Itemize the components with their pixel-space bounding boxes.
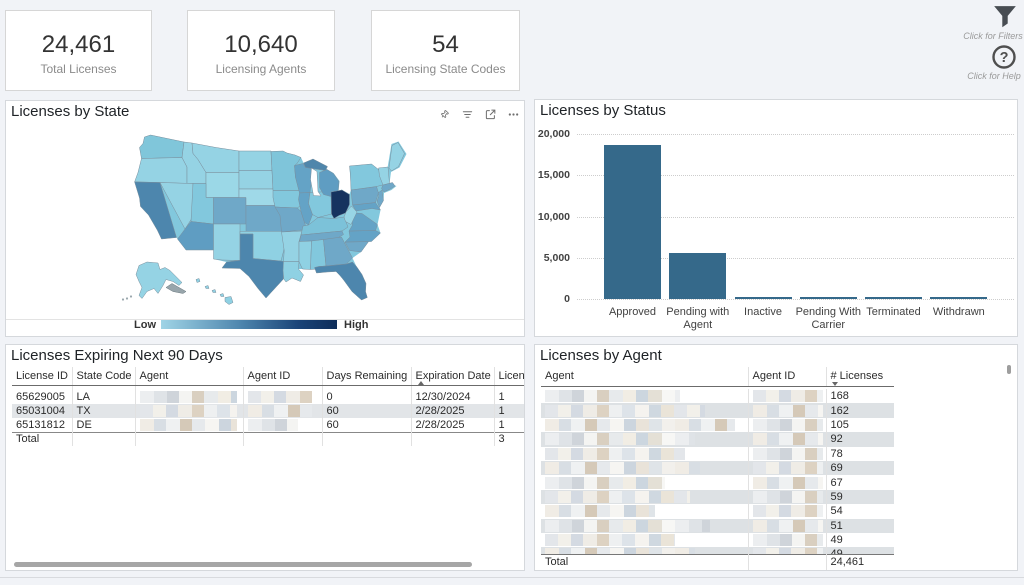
- svg-text:?: ?: [1000, 50, 1009, 66]
